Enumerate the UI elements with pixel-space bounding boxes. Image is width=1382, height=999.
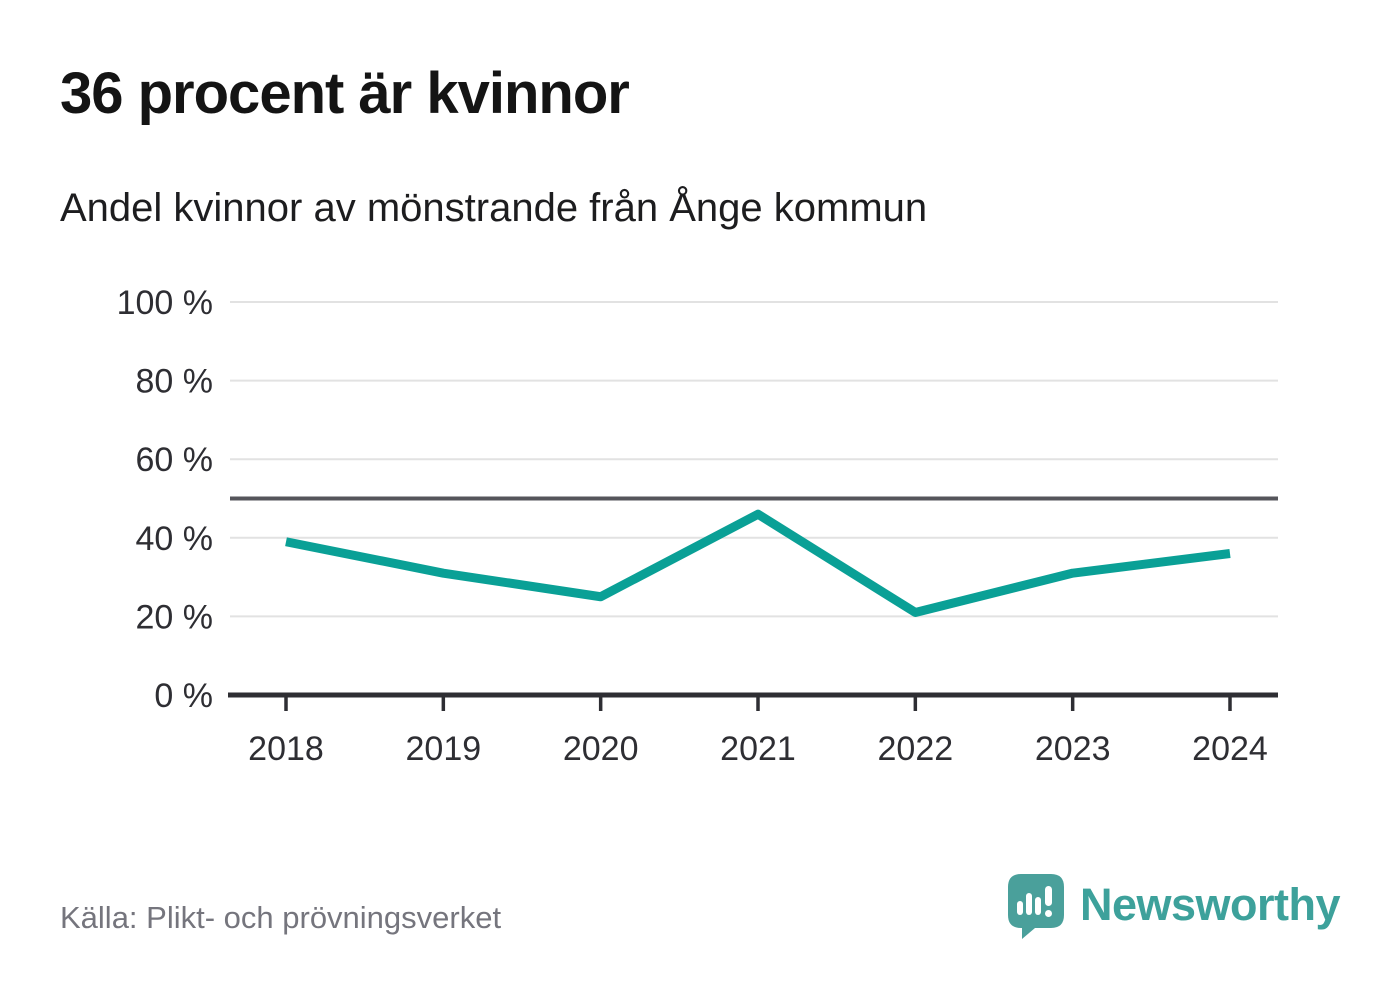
x-tick-label: 2018 <box>248 730 324 768</box>
y-tick-label: 20 % <box>136 598 214 636</box>
x-tick-label: 2021 <box>720 730 796 768</box>
x-tick-label: 2024 <box>1192 730 1268 768</box>
x-tick-label: 2022 <box>878 730 954 768</box>
page-title: 36 procent är kvinnor <box>60 61 630 126</box>
logo-bubble-icon <box>1008 874 1064 939</box>
y-tick-label: 40 % <box>136 520 214 558</box>
data-line <box>285 509 1231 617</box>
source-note: Källa: Plikt- och prövningsverket <box>60 900 502 935</box>
y-tick-label: 0 % <box>154 677 213 715</box>
newsworthy-logo: Newsworthy <box>1008 874 1341 940</box>
logo-text: Newsworthy <box>1080 879 1341 930</box>
page-subtitle: Andel kvinnor av mönstrande från Ånge ko… <box>60 186 928 230</box>
y-tick-label: 60 % <box>136 441 214 479</box>
x-tick-label: 2019 <box>406 730 482 768</box>
y-tick-label: 100 % <box>117 284 213 322</box>
x-tick-label: 2023 <box>1035 730 1111 768</box>
x-tick-label: 2020 <box>563 730 639 768</box>
y-tick-label: 80 % <box>136 363 214 401</box>
